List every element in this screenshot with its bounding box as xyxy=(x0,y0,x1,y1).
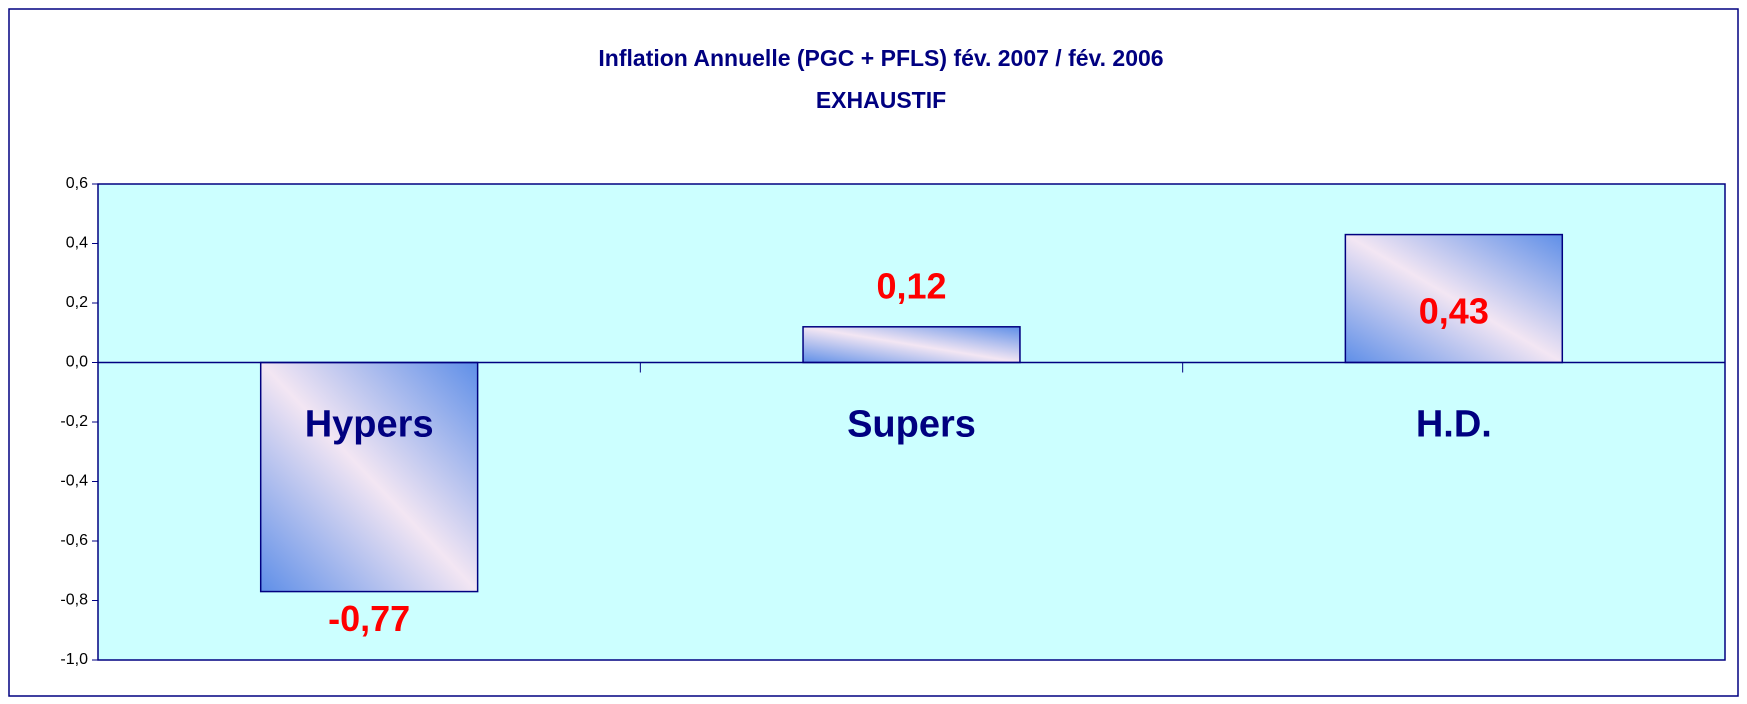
value-label: -0,77 xyxy=(328,598,410,639)
chart-title: Inflation Annuelle (PGC + PFLS) fév. 200… xyxy=(598,45,1163,71)
chart-subtitle: EXHAUSTIF xyxy=(816,87,946,113)
bar xyxy=(802,326,1021,364)
y-tick-label: -0,2 xyxy=(60,413,88,430)
y-tick-label: 0,2 xyxy=(66,294,88,311)
y-tick-label: -0,4 xyxy=(60,473,88,490)
y-tick-label: -0,6 xyxy=(60,532,88,549)
y-tick-label: 0,0 xyxy=(66,354,88,371)
bar xyxy=(259,361,479,593)
y-tick-label: -0,8 xyxy=(60,592,88,609)
category-label: H.D. xyxy=(1416,404,1492,446)
y-tick-label: 0,4 xyxy=(66,235,88,252)
value-label: 0,12 xyxy=(876,265,946,306)
category-label: Supers xyxy=(847,404,976,446)
y-tick-label: -1,0 xyxy=(60,651,88,668)
value-label: 0,43 xyxy=(1419,290,1489,331)
y-tick-label: 0,6 xyxy=(66,175,88,192)
category-label: Hypers xyxy=(305,404,434,446)
